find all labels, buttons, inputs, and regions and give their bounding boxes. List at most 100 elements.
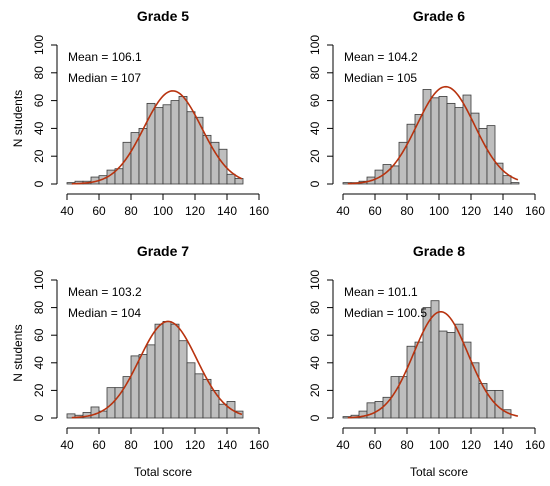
y-tick-label: 100 [308, 270, 322, 290]
x-tick-label: 120 [185, 204, 205, 218]
median-label: Median = 105 [344, 71, 417, 85]
histogram-bar [162, 104, 172, 185]
histogram-panel-1: Grade 5 0 20 40 60 80 100 40 60 80 100 120 140 160 N s… [11, 8, 269, 218]
x-tick-label: 80 [124, 204, 138, 218]
y-tick-label: 60 [32, 94, 46, 108]
x-tick-label: 120 [461, 204, 481, 218]
x-tick-label: 100 [429, 438, 449, 452]
y-tick-label: 40 [308, 121, 322, 135]
histogram-bar [170, 323, 180, 419]
normal-curve [71, 320, 243, 419]
histogram-bar [154, 323, 164, 419]
histogram-bar [510, 182, 520, 185]
x-tick-label: 40 [336, 438, 350, 452]
panel-title: Grade 7 [137, 243, 189, 259]
x-tick-label: 60 [368, 438, 382, 452]
x-tick-label: 100 [153, 204, 173, 218]
y-tick-label: 40 [308, 356, 322, 370]
histogram-bar [478, 383, 488, 419]
histogram-bar [146, 344, 156, 419]
mean-label: Mean = 104.2 [344, 50, 418, 64]
normal-curve [347, 85, 519, 185]
histogram-bar [446, 332, 456, 419]
x-tick-label: 40 [60, 204, 74, 218]
histogram-bar [154, 107, 164, 185]
histogram-bar [130, 355, 140, 419]
x-tick-label: 40 [60, 438, 74, 452]
histogram-bar [398, 141, 408, 185]
histogram-bar [438, 96, 448, 185]
histogram-bar [162, 320, 172, 419]
histogram-bar [218, 148, 228, 185]
y-tick-label: 0 [308, 414, 322, 421]
x-tick-label: 140 [217, 204, 237, 218]
mean-label: Mean = 103.2 [68, 285, 142, 299]
x-tick-label: 80 [400, 204, 414, 218]
histogram-bar [194, 373, 204, 419]
x-tick-label: 60 [368, 204, 382, 218]
y-tick-label: 40 [32, 121, 46, 135]
histogram-bar [226, 173, 236, 185]
x-axis-label: Total score [134, 465, 192, 479]
histogram-bar [438, 330, 448, 419]
histogram-bar [406, 123, 416, 185]
normal-curve [71, 90, 243, 185]
histogram-bar [406, 345, 416, 419]
y-tick-label: 20 [32, 149, 46, 163]
y-tick-label: 80 [32, 66, 46, 80]
y-tick-label: 60 [308, 94, 322, 108]
x-tick-label: 100 [153, 438, 173, 452]
histogram-panel-2: Grade 6 0 20 40 60 80 100 40 60 80 100 120 140 160 Mea… [308, 8, 545, 218]
x-tick-label: 60 [92, 438, 106, 452]
x-tick-label: 100 [429, 204, 449, 218]
x-tick-label: 40 [336, 204, 350, 218]
histogram-bar [178, 96, 188, 185]
histogram-panel-3: Grade 7 0 20 40 60 80 100 40 60 80 100 120 140 160 N s… [11, 243, 269, 479]
y-tick-label: 40 [32, 356, 46, 370]
y-tick-label: 80 [308, 301, 322, 315]
median-label: Median = 107 [68, 71, 141, 85]
histogram-bar [454, 107, 464, 185]
y-tick-label: 100 [32, 270, 46, 290]
x-tick-label: 120 [185, 438, 205, 452]
histogram-bar [186, 111, 196, 185]
x-tick-label: 80 [124, 438, 138, 452]
panel-title: Grade 8 [413, 243, 465, 259]
x-tick-label: 160 [525, 204, 545, 218]
x-tick-label: 140 [493, 438, 513, 452]
x-tick-label: 160 [249, 204, 269, 218]
y-tick-label: 100 [308, 35, 322, 55]
histogram-bar [170, 100, 180, 185]
histogram-bar [234, 178, 244, 185]
histogram-bar [502, 175, 512, 185]
histogram-bar [138, 354, 148, 419]
y-tick-label: 100 [32, 35, 46, 55]
histogram-bar [470, 112, 480, 185]
histogram-bar [186, 362, 196, 419]
histogram-bar [414, 341, 424, 419]
y-tick-label: 0 [32, 414, 46, 421]
mean-label: Mean = 106.1 [68, 50, 142, 64]
y-tick-label: 60 [308, 328, 322, 342]
histogram-bar [218, 403, 228, 419]
histogram-bar [430, 97, 440, 185]
histogram-bar [446, 102, 456, 185]
x-tick-label: 140 [493, 204, 513, 218]
y-tick-label: 20 [308, 149, 322, 163]
x-tick-label: 140 [217, 438, 237, 452]
y-tick-label: 60 [32, 328, 46, 342]
histogram-bar [234, 410, 244, 419]
mean-label: Mean = 101.1 [344, 285, 418, 299]
x-tick-label: 160 [525, 438, 545, 452]
y-tick-label: 20 [308, 383, 322, 397]
x-tick-label: 60 [92, 204, 106, 218]
y-axis-label: N students [11, 324, 25, 381]
y-tick-label: 0 [32, 180, 46, 187]
median-label: Median = 100.5 [344, 306, 427, 320]
normal-curve [347, 310, 519, 419]
y-tick-label: 80 [32, 301, 46, 315]
panel-title: Grade 6 [413, 8, 465, 24]
y-tick-label: 0 [308, 180, 322, 187]
x-tick-label: 160 [249, 438, 269, 452]
